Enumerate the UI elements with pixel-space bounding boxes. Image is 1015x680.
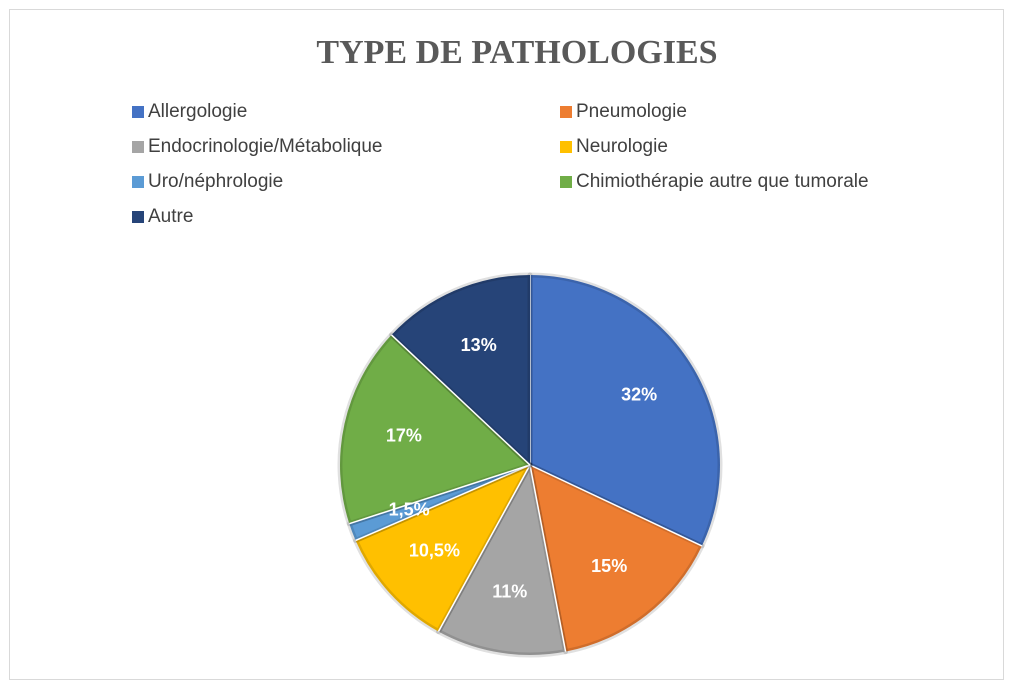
legend-swatch [132,211,144,223]
pie-slice [337,332,533,527]
slice-gap [529,464,567,652]
legend-swatch [560,106,572,118]
chart-title: TYPE DE PATHOLOGIES [316,34,717,71]
legend-swatch [132,106,144,118]
legend-label: Allergologie [148,101,247,122]
slice-gap [355,464,531,542]
data-label: 1,5% [389,499,430,519]
data-label: 32% [621,385,657,405]
slice-gap [529,464,703,547]
slice-gap [437,464,531,632]
slice-gap [349,464,531,525]
data-label: 11% [492,581,527,601]
pie-slice [527,462,705,655]
legend-label: Chimiothérapie autre que tumorale [576,171,869,192]
legend-swatch [132,176,144,188]
legend-label: Autre [148,206,193,227]
pie-slice [435,462,569,658]
legend-swatch [132,141,144,153]
legend-label: Uro/néphrologie [148,171,283,192]
data-label: 15% [591,556,627,576]
data-label: 10,5% [409,541,460,561]
pie-slice [527,272,723,549]
slice-gap [390,334,531,466]
legend-label: Neurologie [576,136,668,157]
pie-slice [353,462,533,634]
pie-slice [388,272,533,468]
legend-swatch [560,176,572,188]
data-label: 17% [386,426,422,446]
legend-label: Pneumologie [576,101,687,122]
legend-swatch [560,141,572,153]
legend-label: Endocrinologie/Métabolique [148,136,383,157]
data-label: 13% [461,335,497,355]
